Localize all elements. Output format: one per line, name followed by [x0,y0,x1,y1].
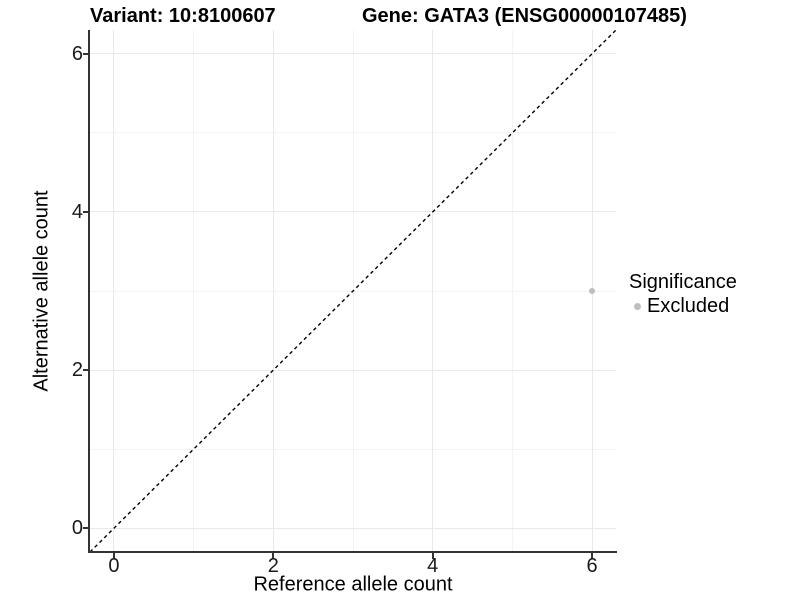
y-major-gridline [90,211,616,213]
x-major-gridline [432,30,434,552]
x-tick-label: 2 [267,555,279,577]
x-tick-label: 4 [427,555,439,577]
y-axis-tick [83,210,89,213]
legend-entry-label: Excluded [647,295,730,317]
x-major-gridline [113,30,115,552]
identity-line-layer [90,30,616,552]
plot-panel [90,30,616,552]
x-axis-tick [112,553,115,559]
legend-title: Significance [629,271,737,293]
y-minor-gridline [90,448,616,450]
identity-line [90,30,616,552]
y-axis-tick [83,527,89,530]
y-axis-tick [83,52,89,55]
plot-title-gene: Gene: GATA3 (ENSG00000107485) [362,5,687,27]
y-axis-title: Alternative allele count [30,190,53,392]
x-axis-title: Reference allele count [253,573,453,596]
x-tick-label: 6 [586,555,598,577]
y-axis-tick [83,369,89,372]
y-tick-label: 6 [71,42,83,65]
x-axis-tick [431,553,434,559]
x-tick-label: 0 [108,555,120,577]
legend-key-dot [634,303,641,310]
y-major-gridline [90,369,616,371]
legend: Significance Excluded [629,271,737,318]
y-tick-label: 2 [71,359,83,382]
y-tick-label: 4 [71,200,83,223]
x-axis-line [88,551,617,553]
x-major-gridline [272,30,274,552]
y-major-gridline [90,527,616,529]
y-major-gridline [90,53,616,55]
y-tick-label: 0 [71,517,83,540]
data-point [589,288,596,294]
x-axis-tick [591,553,594,559]
y-axis-line [88,30,90,553]
legend-entry-excluded: Excluded [629,295,737,318]
y-minor-gridline [90,132,616,134]
x-axis-tick [272,553,275,559]
plot-title-variant: Variant: 10:8100607 [90,5,276,27]
